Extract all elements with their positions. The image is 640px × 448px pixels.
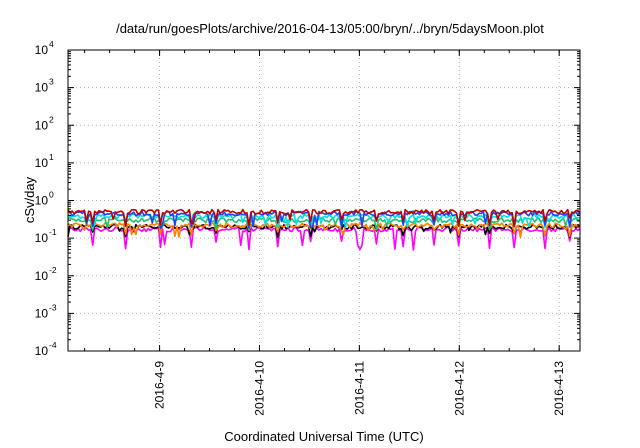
series-line [67, 222, 581, 239]
chart-title: /data/run/goesPlots/archive/2016-04-13/0… [116, 21, 544, 36]
y-tick-label: 10 [35, 231, 49, 245]
series-lines [67, 208, 581, 251]
y-tick-label: 10 [35, 344, 49, 358]
y-tick-label: 10 [35, 156, 49, 170]
y-tick-base: 10 [35, 118, 49, 132]
y-tick-base: 10 [35, 81, 49, 95]
grid-lines [68, 50, 580, 351]
y-tick-label: 10 [35, 194, 49, 208]
y-tick-exponent: -1 [49, 227, 57, 237]
y-tick-base: 10 [35, 269, 49, 283]
series-line [67, 208, 581, 227]
y-tick-label: 10 [35, 43, 49, 57]
y-tick-exponent: -4 [49, 340, 57, 350]
y-tick-label: 10 [35, 269, 49, 283]
y-tick-exponent: 2 [49, 114, 54, 124]
y-tick-base: 10 [35, 194, 49, 208]
y-tick-label: 10 [35, 306, 49, 320]
y-tick-base: 10 [35, 306, 49, 320]
y-tick-exponent: 1 [49, 152, 54, 162]
y-tick-label: 10 [35, 81, 49, 95]
series-line [67, 210, 581, 230]
y-tick-label: 10 [35, 118, 49, 132]
y-tick-exponent: -2 [49, 265, 57, 275]
y-tick-exponent: -3 [49, 302, 57, 312]
y-tick-base: 10 [35, 344, 49, 358]
x-tick-label: 2016-4-11 [352, 361, 366, 415]
y-axis-label: cSv/day [22, 176, 37, 223]
y-tick-exponent: 3 [49, 77, 54, 87]
y-tick-base: 10 [35, 156, 49, 170]
x-axis-label: Coordinated Universal Time (UTC) [224, 429, 423, 444]
x-ticks: 2016-4-9 2016-4-10 2016-4-11 2016-4-12 2016-… [84, 50, 566, 416]
x-tick-label: 2016-4-12 [452, 361, 466, 416]
y-tick-base: 10 [35, 231, 49, 245]
x-tick-label: 2016-4-10 [252, 361, 266, 416]
y-tick-exponent: 4 [49, 39, 54, 49]
y-tick-exponent: 0 [49, 190, 54, 200]
y-tick-base: 10 [35, 43, 49, 57]
x-tick-label: 2016-4-9 [153, 361, 167, 409]
x-tick-label: 2016-4-13 [552, 361, 566, 416]
